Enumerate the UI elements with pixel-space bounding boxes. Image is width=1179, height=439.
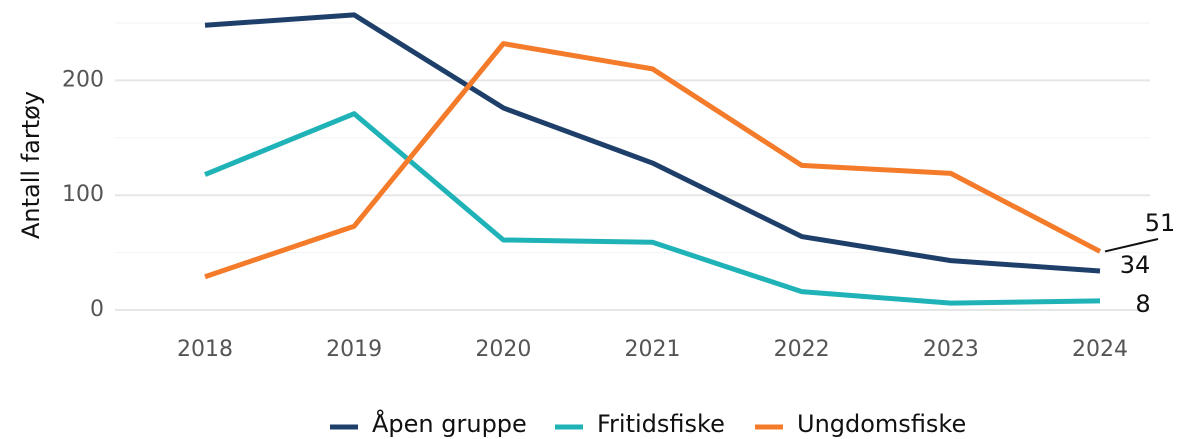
end-label: 8 [1135,290,1150,318]
end-label: 34 [1120,251,1151,279]
x-tick-label: 2019 [326,337,382,362]
legend-label: Fritidsfiske [597,410,725,438]
y-tick-label: 0 [90,297,104,322]
x-tick-label: 2024 [1072,337,1128,362]
x-tick-label: 2022 [774,337,830,362]
leader-line [1104,238,1159,253]
x-tick-label: 2021 [625,337,681,362]
y-tick-label: 100 [62,182,104,207]
series-line [204,41,1102,280]
x-tick-label: 2020 [475,337,531,362]
end-label: 51 [1145,209,1176,237]
series-line [204,111,1101,306]
legend-label: Ungdomsfiske [797,410,966,438]
x-tick-label: 2023 [923,337,979,362]
y-tick-label: 200 [62,67,104,92]
x-tick-label: 2018 [177,337,233,362]
legend-label: Åpen gruppe [372,409,527,438]
series-line [204,12,1101,274]
y-axis-label: Antall fartøy [17,91,45,239]
